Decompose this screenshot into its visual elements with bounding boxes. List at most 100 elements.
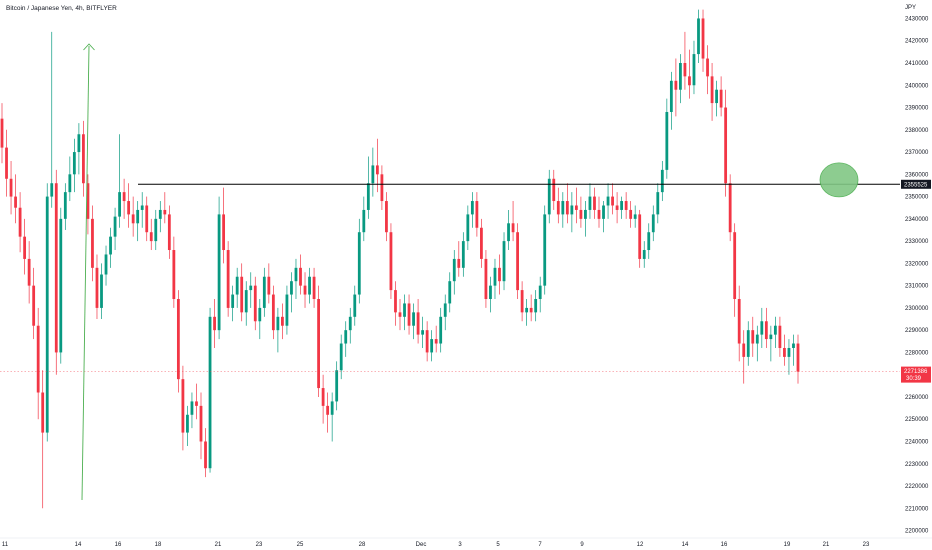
- candle: [642, 241, 646, 268]
- price-tick-label: 2430000: [905, 17, 929, 23]
- candle: [593, 187, 596, 219]
- candle: [317, 285, 320, 397]
- time-axis-ticks: 11 14 16 18 21 23 25 28 Dec 3 5 7 9 12 14 16 19 21 23: [2, 542, 870, 548]
- candle: [226, 241, 230, 317]
- candle: [688, 49, 691, 99]
- candle: [561, 192, 565, 228]
- candle: [651, 205, 655, 242]
- price-tick-label: 2300000: [905, 306, 929, 312]
- candle: [91, 205, 94, 282]
- candle: [728, 174, 732, 242]
- candle: [262, 267, 266, 317]
- candle: [778, 316, 782, 357]
- horizontal-line-price-label: 2355525: [901, 179, 931, 189]
- candle: [584, 201, 587, 237]
- price-tick-label: 2350000: [905, 195, 929, 201]
- candle: [208, 307, 212, 473]
- candle: [764, 307, 768, 348]
- candle: [77, 123, 81, 175]
- candle: [353, 285, 357, 326]
- price-tick-label: 2230000: [905, 462, 929, 468]
- candle: [113, 207, 117, 251]
- time-tick-label: 7: [538, 542, 542, 548]
- candle: [443, 294, 447, 331]
- time-tick-label: 14: [682, 542, 689, 548]
- candle: [787, 339, 791, 375]
- price-tick-label: 2220000: [905, 484, 929, 490]
- candle: [751, 316, 755, 357]
- candle: [552, 169, 556, 210]
- candle: [674, 58, 678, 117]
- price-tick-label: 2310000: [905, 284, 929, 290]
- candle: [371, 147, 375, 197]
- candle: [737, 285, 741, 362]
- time-tick-label: 16: [721, 542, 728, 548]
- candle: [290, 272, 293, 313]
- candle: [271, 285, 275, 340]
- candle: [538, 276, 542, 313]
- candle: [394, 281, 397, 326]
- time-tick-label: 12: [637, 542, 644, 548]
- chart-title: Bitcoin / Japanese Yen, 4h, BITFLYER: [6, 5, 117, 12]
- candle: [588, 183, 592, 219]
- candle: [484, 250, 488, 308]
- candle: [326, 392, 330, 433]
- candle: [308, 267, 311, 304]
- price-axis[interactable]: [900, 0, 932, 538]
- candle: [163, 192, 167, 224]
- candle: [701, 9, 705, 72]
- candle: [389, 223, 393, 299]
- price-tick-label: 2260000: [905, 395, 929, 401]
- candle: [145, 196, 149, 242]
- candle: [697, 9, 700, 63]
- candle: [335, 361, 339, 411]
- candle: [68, 156, 72, 202]
- candle: [158, 201, 162, 233]
- candle: [127, 183, 131, 228]
- candle: [217, 196, 221, 340]
- candle: [398, 299, 402, 331]
- candle: [86, 174, 90, 235]
- candle: [167, 205, 171, 259]
- time-tick-label: 28: [359, 542, 366, 548]
- candle: [769, 325, 773, 362]
- candle: [412, 303, 415, 340]
- candle: [82, 120, 85, 197]
- candle: [516, 223, 519, 299]
- candle: [375, 138, 379, 193]
- candle: [742, 330, 746, 384]
- price-tick-label: 2340000: [905, 217, 929, 223]
- candle: [565, 183, 569, 224]
- candle: [602, 201, 605, 233]
- candle: [547, 169, 551, 224]
- candle: [615, 192, 619, 224]
- candle: [199, 392, 203, 460]
- candle: [18, 192, 22, 253]
- candle: [213, 299, 216, 348]
- candle: [403, 294, 406, 331]
- candle: [244, 281, 248, 326]
- candle: [796, 334, 800, 384]
- candle: [131, 196, 135, 237]
- candle: [303, 272, 307, 308]
- candle: [50, 31, 54, 208]
- candle: [5, 129, 8, 197]
- candle: [186, 405, 189, 446]
- candle: [466, 205, 470, 251]
- candle: [715, 80, 718, 117]
- candle: [755, 325, 759, 362]
- candle: [32, 267, 36, 340]
- price-tick-label: 2420000: [905, 39, 929, 45]
- time-tick-label: 14: [75, 542, 82, 548]
- candle: [362, 196, 366, 242]
- candle: [719, 76, 723, 117]
- candle: [570, 192, 574, 233]
- candle: [267, 263, 271, 304]
- candle: [23, 218, 27, 275]
- candle: [249, 272, 253, 308]
- candle: [470, 192, 474, 228]
- candle: [235, 267, 239, 308]
- candle: [154, 209, 158, 251]
- candle: [366, 156, 370, 219]
